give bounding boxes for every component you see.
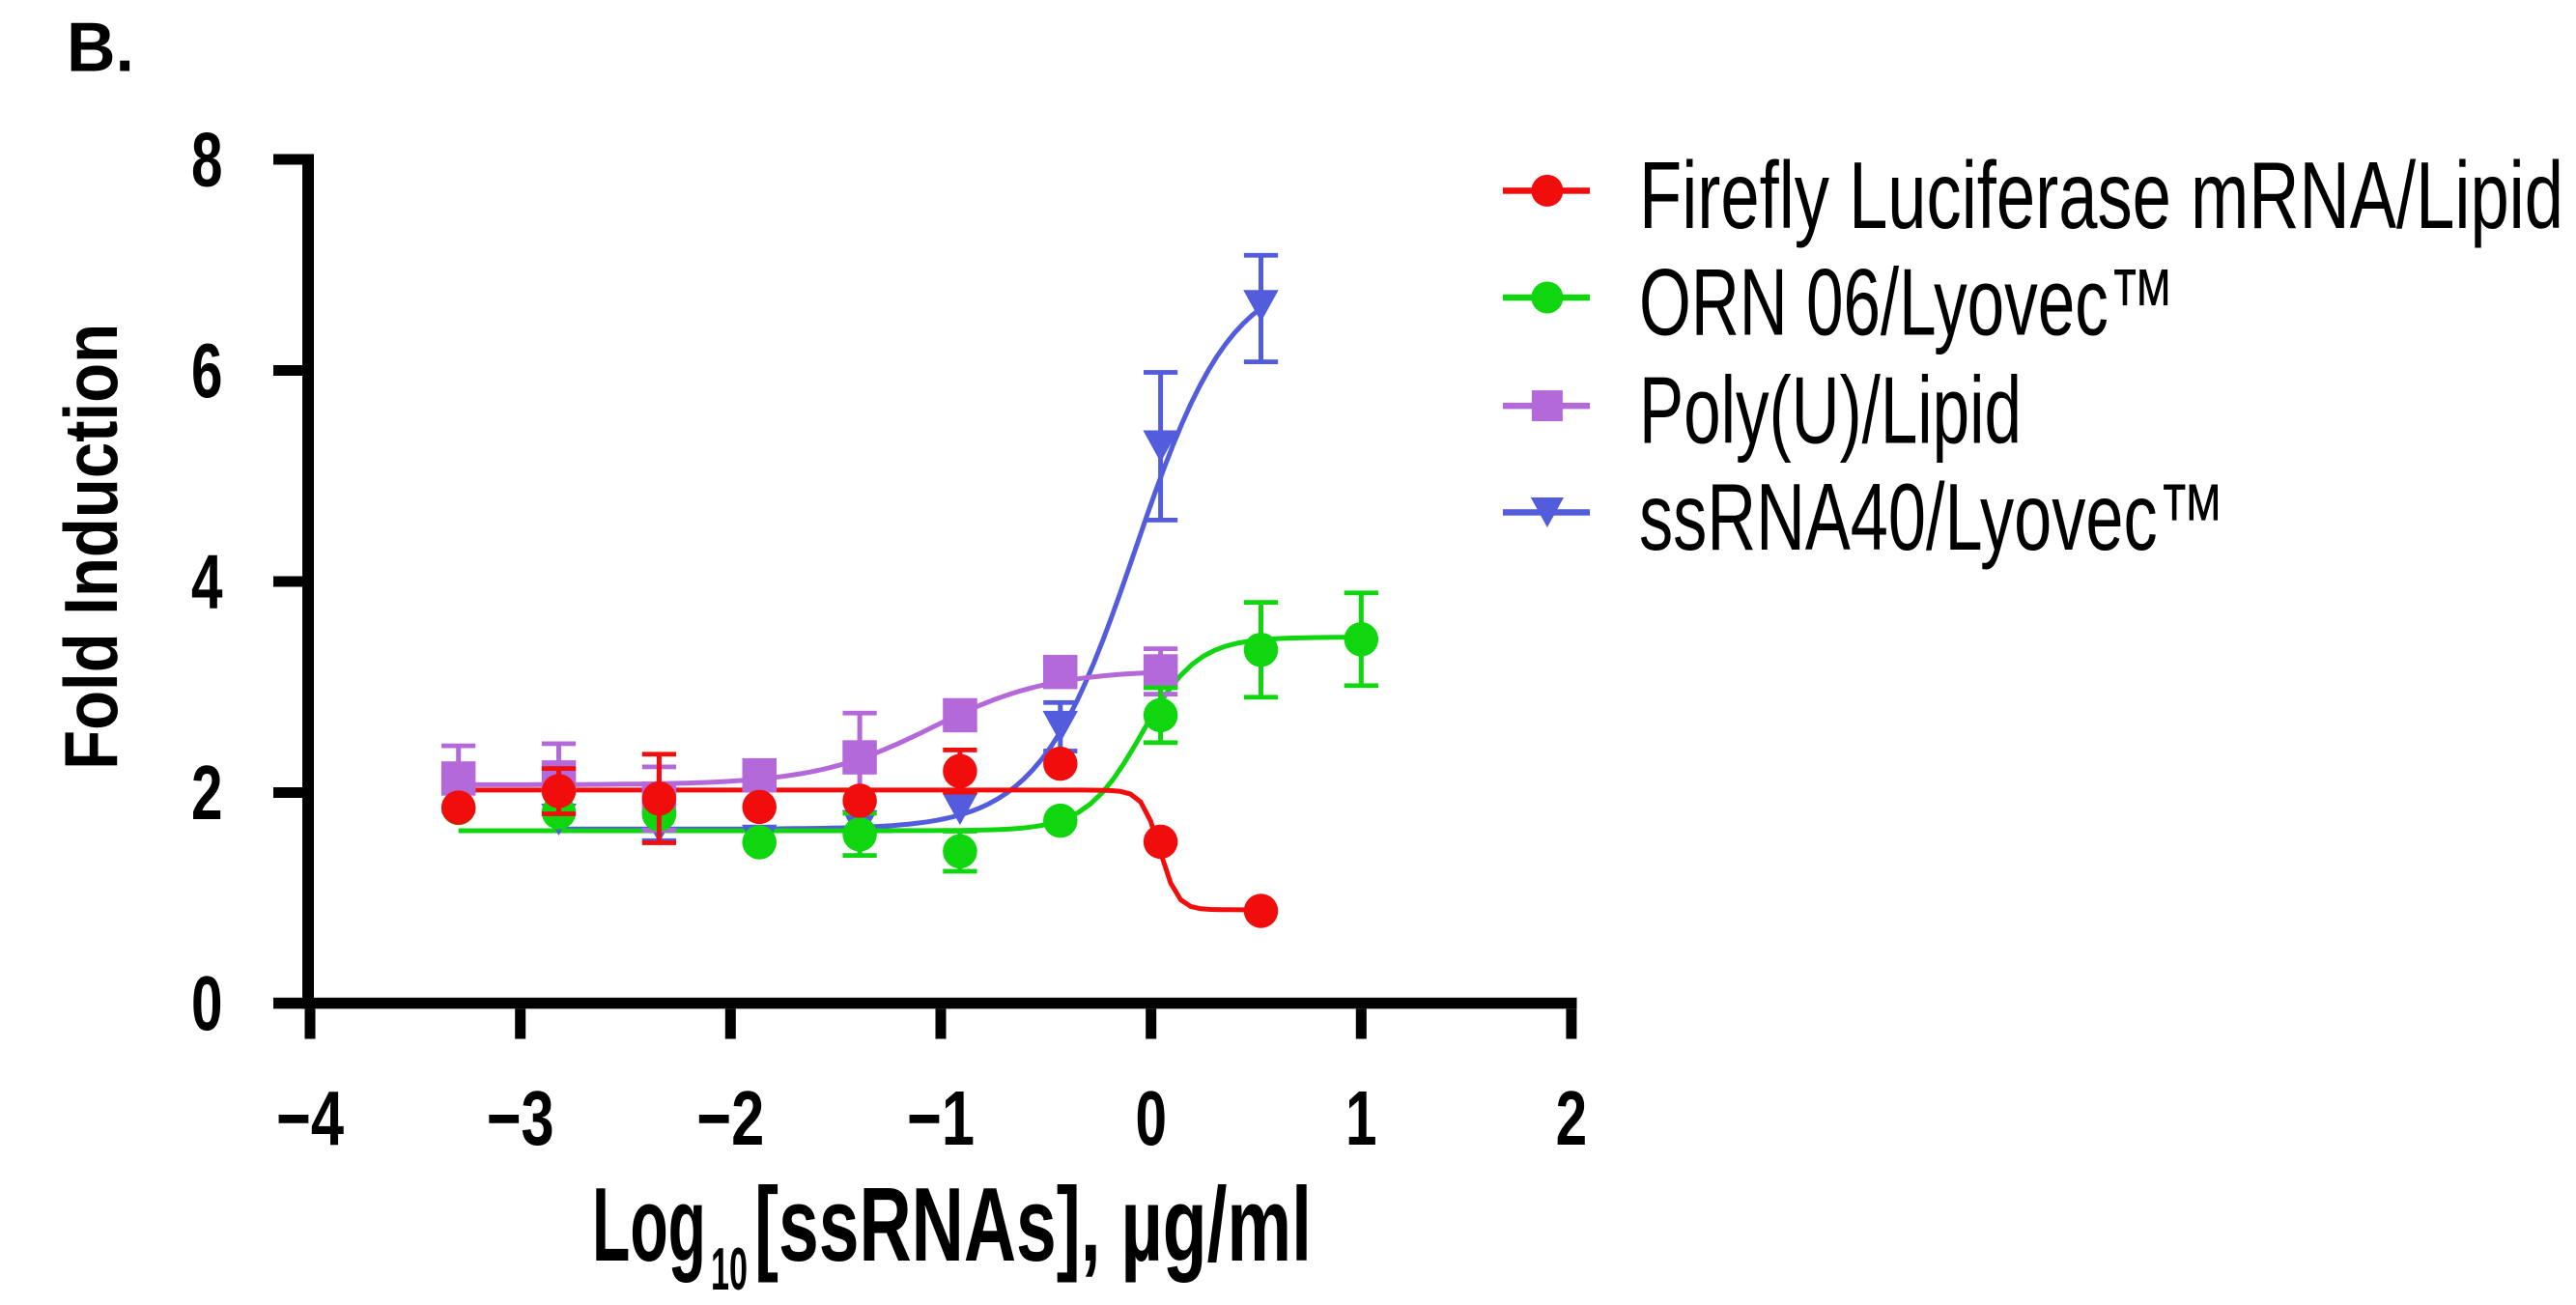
svg-text:−4: −4 [276, 1075, 344, 1161]
svg-text:ssRNA40/Lyovec™: ssRNA40/Lyovec™ [1639, 464, 2225, 570]
svg-text:2: 2 [1556, 1075, 1588, 1161]
svg-text:10: 10 [711, 1236, 748, 1303]
svg-text:Firefly Luciferase mRNA/Lipid: Firefly Luciferase mRNA/Lipid [1639, 142, 2563, 248]
svg-text:Log: Log [592, 1166, 706, 1284]
svg-text:2: 2 [191, 750, 223, 836]
svg-text:−1: −1 [907, 1075, 975, 1161]
svg-text:4: 4 [191, 539, 223, 625]
svg-text:Fold Induction: Fold Induction [48, 324, 133, 770]
svg-text:0: 0 [1135, 1075, 1167, 1161]
svg-text:6: 6 [191, 327, 223, 413]
svg-text:0: 0 [191, 960, 223, 1046]
svg-text:ORN 06/Lyovec™: ORN 06/Lyovec™ [1639, 248, 2175, 355]
svg-text:−2: −2 [696, 1075, 764, 1161]
svg-text:Poly(U)/Lipid: Poly(U)/Lipid [1639, 357, 2022, 464]
svg-text:B.: B. [67, 10, 134, 87]
svg-text:−3: −3 [487, 1075, 554, 1161]
svg-text:1: 1 [1345, 1075, 1377, 1161]
svg-text:8: 8 [191, 117, 223, 203]
svg-text:[ssRNAs], µg/ml: [ssRNAs], µg/ml [754, 1166, 1312, 1284]
